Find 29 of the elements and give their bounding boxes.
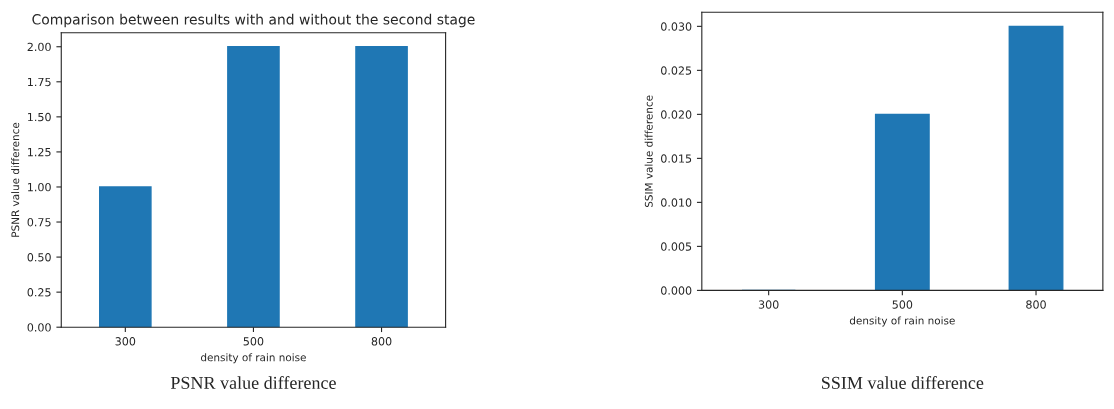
- y-tick-label: 0.030: [661, 22, 692, 31]
- y-tick-label: 0.015: [661, 154, 692, 163]
- x-axis-title: density of rain noise: [200, 353, 306, 364]
- x-tick-label: 500: [892, 300, 913, 309]
- y-tick-label: 2.00: [27, 42, 51, 52]
- y-tick-label: 0.010: [661, 198, 692, 207]
- y-tick-label: 0.020: [661, 110, 692, 119]
- x-tick-label: 500: [243, 337, 264, 346]
- chart-title: Comparison between results with and without the second stage: [32, 13, 475, 28]
- x-tick-label: 800: [1026, 300, 1046, 309]
- y-tick-label: 1.00: [28, 182, 51, 192]
- y-tick-label: 0.75: [27, 218, 51, 227]
- y-axis-title: PSNR value difference: [11, 122, 20, 237]
- y-tick-label: 1.75: [28, 77, 51, 87]
- x-axis-title: density of rain noise: [849, 316, 955, 327]
- y-tick-label: 0.50: [27, 253, 51, 262]
- y-axis-title: SSIM value difference: [644, 95, 653, 208]
- y-tick-label: 0.005: [661, 242, 692, 251]
- x-tick-label: 300: [758, 300, 779, 309]
- y-tick-label: 1.50: [28, 112, 51, 122]
- y-tick-label: 0.00: [27, 323, 51, 332]
- text: SSIM value difference: [821, 376, 984, 389]
- x-tick-label: 800: [371, 337, 392, 346]
- x-tick-label: 300: [115, 337, 136, 346]
- text: PSNR value difference: [170, 376, 336, 389]
- y-tick-label: 0.025: [661, 66, 692, 75]
- y-tick-label: 0.000: [661, 286, 692, 295]
- y-tick-label: 0.25: [27, 288, 51, 297]
- y-tick-label: 1.25: [28, 147, 51, 157]
